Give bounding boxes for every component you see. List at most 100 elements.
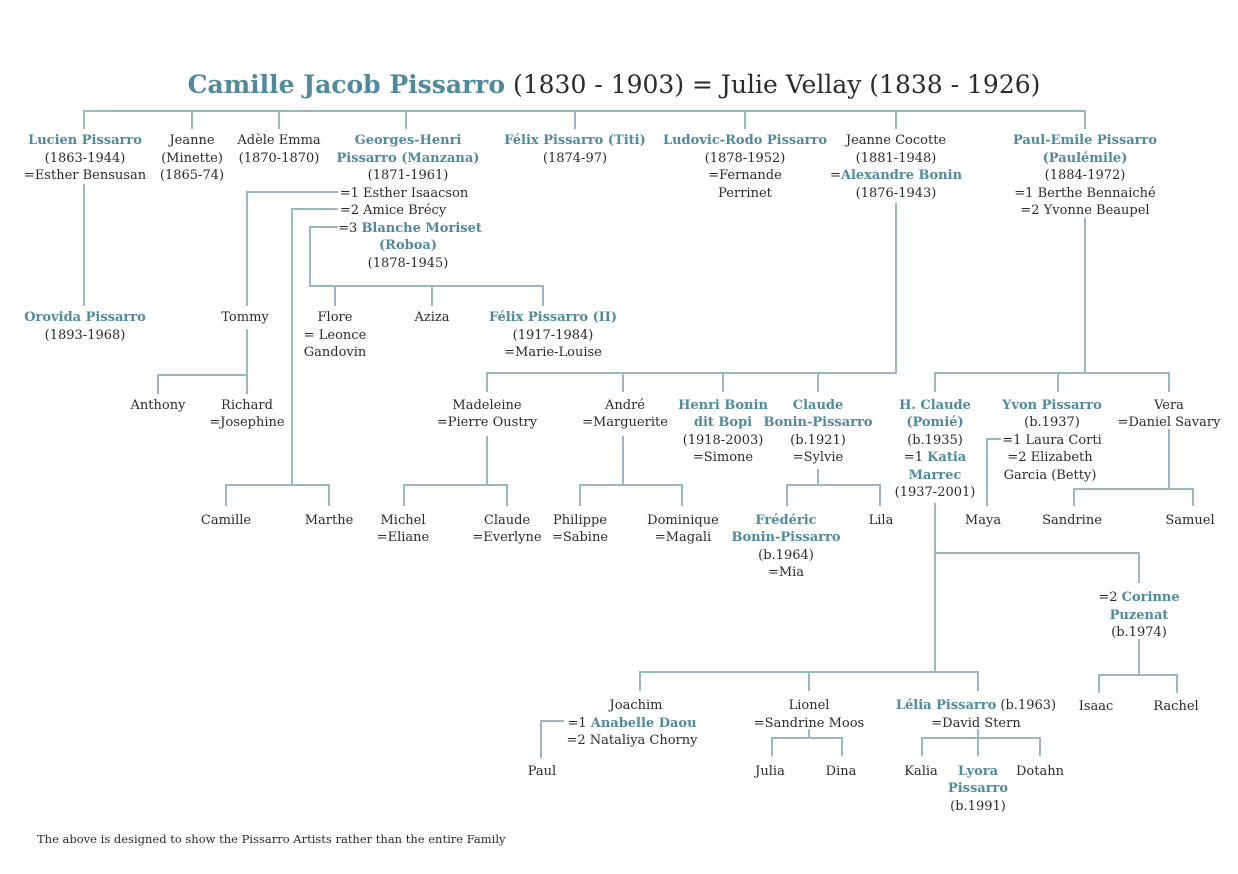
person-aziza: Aziza bbox=[414, 310, 450, 325]
person-andre: André =Marguerite bbox=[582, 398, 668, 430]
svg-text:=David Stern: =David Stern bbox=[931, 716, 1021, 731]
svg-text:Flore: Flore bbox=[318, 310, 353, 325]
svg-text:=1 Katia: =1 Katia bbox=[904, 450, 967, 465]
svg-text:Richard: Richard bbox=[221, 398, 273, 413]
svg-text:Orovida Pissarro: Orovida Pissarro bbox=[24, 310, 146, 325]
svg-text:Henri Bonin: Henri Bonin bbox=[678, 398, 768, 413]
svg-text:Bonin-Pissarro: Bonin-Pissarro bbox=[763, 415, 872, 430]
svg-text:=2 Elizabeth: =2 Elizabeth bbox=[1007, 450, 1093, 465]
svg-text:(b.1921): (b.1921) bbox=[790, 433, 846, 448]
svg-text:Marthe: Marthe bbox=[305, 513, 354, 528]
person-vera: Vera =Daniel Savary bbox=[1118, 398, 1222, 430]
person-paul-emile: Paul-Emile Pissarro (Paulémile) (1884-19… bbox=[1013, 133, 1157, 218]
svg-text:Joachim: Joachim bbox=[608, 698, 663, 713]
svg-text:(b.1935): (b.1935) bbox=[907, 433, 963, 448]
svg-text:Claude: Claude bbox=[484, 513, 531, 528]
svg-text:Garcia (Betty): Garcia (Betty) bbox=[1004, 468, 1097, 483]
person-h-claude: H. Claude (Pomié) (b.1935) =1 Katia Marr… bbox=[895, 398, 976, 500]
svg-text:(Minette): (Minette) bbox=[161, 151, 223, 166]
svg-text:(b.1937): (b.1937) bbox=[1024, 415, 1080, 430]
svg-text:Félix Pissarro (II): Félix Pissarro (II) bbox=[489, 310, 617, 325]
person-dominique: Dominique =Magali bbox=[647, 513, 719, 545]
svg-text:(1874-97): (1874-97) bbox=[543, 151, 607, 166]
svg-text:Georges-Henri: Georges-Henri bbox=[355, 133, 462, 148]
person-felix-ii: Félix Pissarro (II) (1917-1984) =Marie-L… bbox=[489, 310, 617, 360]
svg-text:Pissarro: Pissarro bbox=[948, 781, 1008, 796]
svg-text:=2 Corinne: =2 Corinne bbox=[1098, 590, 1179, 605]
svg-text:=1 Berthe Bennaiché: =1 Berthe Bennaiché bbox=[1014, 186, 1156, 201]
title-dates: (1830 - 1903) = Julie Vellay (1838 - 192… bbox=[513, 70, 1040, 99]
svg-text:Frédéric: Frédéric bbox=[755, 513, 816, 528]
svg-text:Ludovic-Rodo Pissarro: Ludovic-Rodo Pissarro bbox=[663, 133, 827, 148]
svg-text:(1884-1972): (1884-1972) bbox=[1045, 168, 1126, 183]
svg-text:Dotahn: Dotahn bbox=[1016, 764, 1065, 779]
svg-text:André: André bbox=[604, 398, 645, 413]
person-orovida: Orovida Pissarro (1893-1968) bbox=[24, 310, 146, 343]
person-kalia: Kalia bbox=[904, 764, 938, 779]
person-yvon: Yvon Pissarro (b.1937) =1 Laura Corti =2… bbox=[1001, 398, 1102, 483]
person-claude-bonin-pissarro: Claude Bonin-Pissarro (b.1921) =Sylvie bbox=[763, 398, 872, 465]
person-rachel: Rachel bbox=[1153, 699, 1198, 714]
person-marthe: Marthe bbox=[305, 513, 354, 528]
person-adele: Adèle Emma (1870-1870) bbox=[236, 133, 321, 166]
tree-title: Camille Jacob Pissarro (1830 - 1903) = J… bbox=[188, 70, 1041, 99]
person-camille: Camille bbox=[201, 513, 251, 528]
svg-text:(1865-74): (1865-74) bbox=[160, 168, 224, 183]
svg-text:=Josephine: =Josephine bbox=[209, 415, 285, 430]
svg-text:=Marguerite: =Marguerite bbox=[582, 415, 668, 430]
svg-text:(1871-1961): (1871-1961) bbox=[368, 168, 449, 183]
svg-text:=2 Nataliya Chorny: =2 Nataliya Chorny bbox=[566, 733, 698, 748]
svg-text:(b.1974): (b.1974) bbox=[1111, 625, 1167, 640]
svg-text:Claude: Claude bbox=[793, 398, 844, 413]
svg-text:=Everlyne: =Everlyne bbox=[472, 530, 542, 545]
person-jeanne-cocotte: Jeanne Cocotte (1881-1948) =Alexandre Bo… bbox=[830, 133, 963, 201]
footnote: The above is designed to show the Pissar… bbox=[37, 832, 506, 846]
person-samuel: Samuel bbox=[1165, 513, 1214, 528]
svg-text:(1917-1984): (1917-1984) bbox=[513, 328, 594, 343]
person-richard: Richard =Josephine bbox=[209, 398, 285, 430]
person-maya: Maya bbox=[965, 513, 1001, 528]
person-tommy: Tommy bbox=[221, 310, 269, 325]
svg-text:(b.1991): (b.1991) bbox=[950, 799, 1006, 814]
svg-text:Rachel: Rachel bbox=[1153, 699, 1198, 714]
svg-text:(1876-1943): (1876-1943) bbox=[856, 186, 937, 201]
svg-text:=2 Amice Brécy: =2 Amice Brécy bbox=[340, 203, 447, 218]
svg-text:Kalia: Kalia bbox=[904, 764, 938, 779]
svg-text:=1 Laura Corti: =1 Laura Corti bbox=[1002, 433, 1102, 448]
svg-text:=Pierre Oustry: =Pierre Oustry bbox=[437, 415, 538, 430]
svg-text:Félix Pissarro (Titi): Félix Pissarro (Titi) bbox=[504, 133, 645, 148]
person-joachim: Joachim =1 Anabelle Daou =2 Nataliya Cho… bbox=[566, 698, 698, 748]
svg-text:dit Bopi: dit Bopi bbox=[694, 415, 752, 430]
svg-text:Adèle Emma: Adèle Emma bbox=[236, 133, 321, 148]
svg-text:Lyora: Lyora bbox=[958, 764, 999, 779]
svg-text:Isaac: Isaac bbox=[1079, 699, 1114, 714]
person-isaac: Isaac bbox=[1079, 699, 1114, 714]
person-ludovic: Ludovic-Rodo Pissarro (1878-1952) =Ferna… bbox=[663, 133, 827, 201]
person-corinne: =2 Corinne Puzenat (b.1974) bbox=[1098, 590, 1179, 640]
svg-text:(1937-2001): (1937-2001) bbox=[895, 485, 976, 500]
svg-text:Anthony: Anthony bbox=[130, 398, 187, 413]
svg-text:Lila: Lila bbox=[869, 513, 894, 528]
svg-text:Lionel: Lionel bbox=[789, 698, 830, 713]
svg-text:Yvon Pissarro: Yvon Pissarro bbox=[1001, 398, 1102, 413]
svg-text:=Esther Bensusan: =Esther Bensusan bbox=[24, 168, 147, 183]
svg-text:=Magali: =Magali bbox=[655, 530, 711, 545]
svg-text:Paul-Emile Pissarro: Paul-Emile Pissarro bbox=[1013, 133, 1157, 148]
svg-text:=2 Yvonne Beaupel: =2 Yvonne Beaupel bbox=[1020, 203, 1149, 218]
svg-text:(1878-1945): (1878-1945) bbox=[368, 256, 449, 271]
svg-text:(1863-1944): (1863-1944) bbox=[45, 151, 126, 166]
svg-text:Philippe: Philippe bbox=[553, 513, 607, 528]
person-sandrine: Sandrine bbox=[1042, 513, 1102, 528]
svg-text:(1918-2003): (1918-2003) bbox=[683, 433, 764, 448]
person-julia: Julia bbox=[753, 764, 785, 779]
svg-text:=Simone: =Simone bbox=[693, 450, 753, 465]
person-philippe: Philippe =Sabine bbox=[552, 513, 608, 545]
svg-text:Lélia Pissarro (b.1963): Lélia Pissarro (b.1963) bbox=[896, 698, 1056, 713]
person-paul: Paul bbox=[528, 764, 556, 779]
svg-text:Sandrine: Sandrine bbox=[1042, 513, 1102, 528]
person-dotahn: Dotahn bbox=[1016, 764, 1065, 779]
svg-text:(b.1964): (b.1964) bbox=[758, 548, 814, 563]
svg-text:Camille: Camille bbox=[201, 513, 251, 528]
svg-text:=Sandrine Moos: =Sandrine Moos bbox=[754, 716, 864, 731]
